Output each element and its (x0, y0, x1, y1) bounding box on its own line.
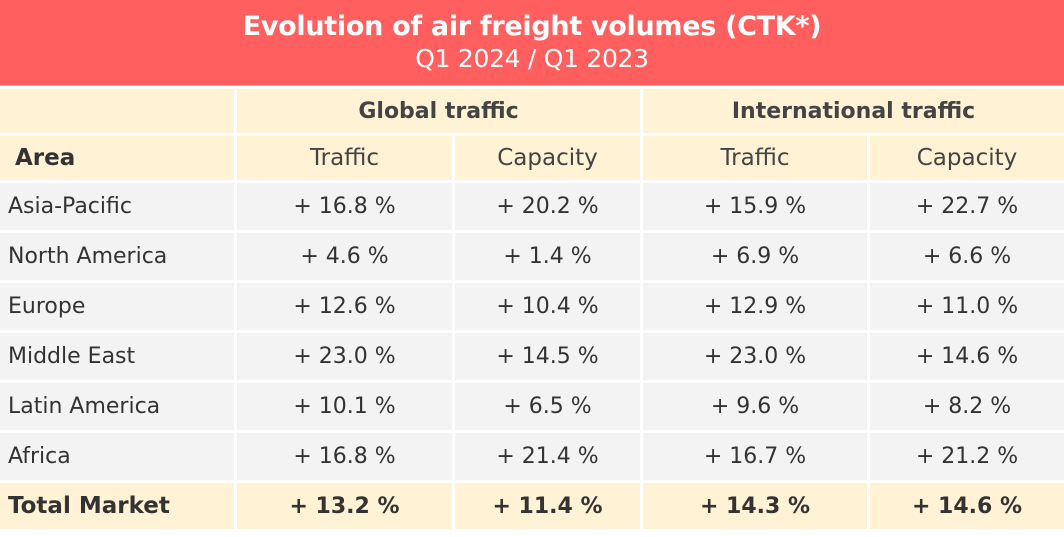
total-intl-traffic-cell: + 14.3 % (643, 483, 867, 529)
total-global-traffic-cell: + 13.2 % (237, 483, 452, 529)
intl-capacity-cell: + 6.6 % (870, 233, 1064, 280)
global-capacity-cell: + 6.5 % (455, 383, 640, 430)
total-global-capacity-cell: + 11.4 % (455, 483, 640, 529)
table-subtitle: Q1 2024 / Q1 2023 (415, 44, 649, 73)
international-traffic-header: International traffic (643, 89, 1064, 133)
intl-traffic-cell: + 6.9 % (643, 233, 867, 280)
table-row: Europe + 12.6 % + 10.4 % + 12.9 % + 11.0… (0, 283, 1064, 330)
area-cell: Europe (0, 283, 234, 330)
area-column-header: Area (0, 136, 234, 180)
total-intl-capacity-cell: + 14.6 % (870, 483, 1064, 529)
intl-capacity-cell: + 8.2 % (870, 383, 1064, 430)
intl-capacity-cell: + 11.0 % (870, 283, 1064, 330)
area-cell: Middle East (0, 333, 234, 380)
global-traffic-cell: + 12.6 % (237, 283, 452, 330)
global-capacity-cell: + 10.4 % (455, 283, 640, 330)
table-row: Africa + 16.8 % + 21.4 % + 16.7 % + 21.2… (0, 433, 1064, 480)
table-title: Evolution of air freight volumes (CTK*) (242, 11, 822, 42)
intl-capacity-cell: + 21.2 % (870, 433, 1064, 480)
table-title-banner: Evolution of air freight volumes (CTK*) … (0, 0, 1064, 86)
intl-traffic-cell: + 12.9 % (643, 283, 867, 330)
intl-capacity-cell: + 22.7 % (870, 183, 1064, 230)
global-traffic-column-header: Traffic (237, 136, 452, 180)
global-traffic-header: Global traffic (237, 89, 640, 133)
global-traffic-cell: + 16.8 % (237, 183, 452, 230)
global-capacity-cell: + 1.4 % (455, 233, 640, 280)
intl-traffic-cell: + 23.0 % (643, 333, 867, 380)
table-row: Latin America + 10.1 % + 6.5 % + 9.6 % +… (0, 383, 1064, 430)
table-row: Middle East + 23.0 % + 14.5 % + 23.0 % +… (0, 333, 1064, 380)
intl-capacity-column-header: Capacity (870, 136, 1064, 180)
total-row: Total Market + 13.2 % + 11.4 % + 14.3 % … (0, 483, 1064, 529)
intl-traffic-cell: + 16.7 % (643, 433, 867, 480)
global-capacity-column-header: Capacity (455, 136, 640, 180)
global-capacity-cell: + 21.4 % (455, 433, 640, 480)
global-traffic-cell: + 23.0 % (237, 333, 452, 380)
intl-traffic-cell: + 15.9 % (643, 183, 867, 230)
area-cell: Africa (0, 433, 234, 480)
table-row: North America + 4.6 % + 1.4 % + 6.9 % + … (0, 233, 1064, 280)
global-traffic-cell: + 4.6 % (237, 233, 452, 280)
area-cell: Latin America (0, 383, 234, 430)
global-traffic-cell: + 16.8 % (237, 433, 452, 480)
area-cell: Asia-Pacific (0, 183, 234, 230)
intl-traffic-column-header: Traffic (643, 136, 867, 180)
area-cell: North America (0, 233, 234, 280)
global-capacity-cell: + 20.2 % (455, 183, 640, 230)
empty-header-cell (0, 89, 234, 133)
column-header-row: Area Traffic Capacity Traffic Capacity (0, 136, 1064, 180)
intl-capacity-cell: + 14.6 % (870, 333, 1064, 380)
freight-volumes-table: Global traffic International traffic Are… (0, 86, 1064, 532)
global-capacity-cell: + 14.5 % (455, 333, 640, 380)
intl-traffic-cell: + 9.6 % (643, 383, 867, 430)
group-header-row: Global traffic International traffic (0, 89, 1064, 133)
table-row: Asia-Pacific + 16.8 % + 20.2 % + 15.9 % … (0, 183, 1064, 230)
total-area-cell: Total Market (0, 483, 234, 529)
global-traffic-cell: + 10.1 % (237, 383, 452, 430)
